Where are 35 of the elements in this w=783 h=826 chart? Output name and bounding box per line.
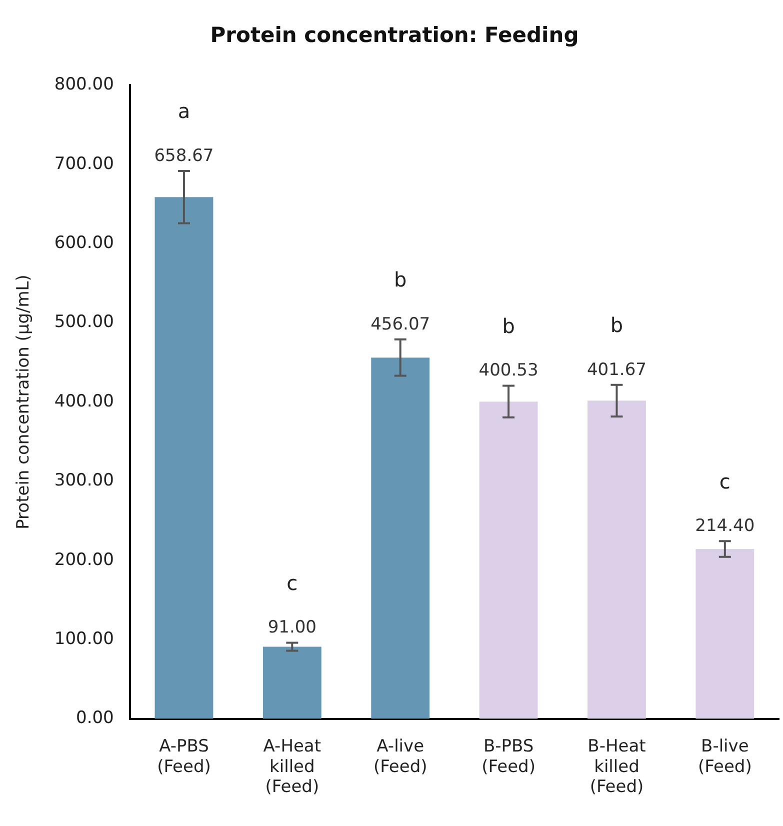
x-tick-label: A-Heat killed (Feed)	[263, 736, 322, 798]
y-axis-title: Protein concentration (µg/mL)	[14, 274, 34, 530]
y-tick-label: 100.00	[54, 629, 114, 650]
x-tick-label: B-live (Feed)	[698, 736, 752, 777]
y-tick-label: 500.00	[54, 312, 114, 332]
bar	[371, 358, 430, 719]
bar	[696, 548, 754, 719]
data-label: 400.53	[478, 360, 538, 381]
chart-title: Protein concentration: Feeding	[210, 23, 579, 48]
annotation: a	[178, 99, 190, 124]
annotation: b	[502, 314, 515, 338]
bar	[588, 400, 646, 719]
annotation: b	[394, 268, 407, 292]
x-tick-label: A-live (Feed)	[373, 736, 428, 777]
data-label: 401.67	[586, 360, 646, 380]
annotation: c	[719, 469, 730, 494]
y-tick-label: 600.00	[54, 233, 114, 254]
data-label: 658.67	[154, 146, 214, 166]
annotation: b	[610, 313, 624, 338]
y-tick-label: 700.00	[54, 154, 114, 174]
data-label: 91.00	[268, 618, 316, 638]
bar	[479, 402, 538, 719]
y-tick-label: 400.00	[54, 391, 114, 412]
y-tick-label: 0.00	[76, 708, 114, 728]
y-tick-label: 200.00	[54, 550, 114, 570]
data-label: 214.40	[695, 516, 755, 536]
annotation: c	[286, 570, 298, 595]
y-tick-label: 800.00	[54, 74, 114, 95]
x-tick-label: B-Heat killed (Feed)	[588, 736, 646, 798]
x-tick-label: B-PBS (Feed)	[482, 736, 536, 777]
bar	[154, 197, 214, 719]
bar	[262, 646, 322, 719]
data-label: 456.07	[370, 314, 430, 334]
x-tick-label: A-PBS (Feed)	[157, 736, 211, 777]
y-tick-label: 300.00	[54, 470, 114, 491]
